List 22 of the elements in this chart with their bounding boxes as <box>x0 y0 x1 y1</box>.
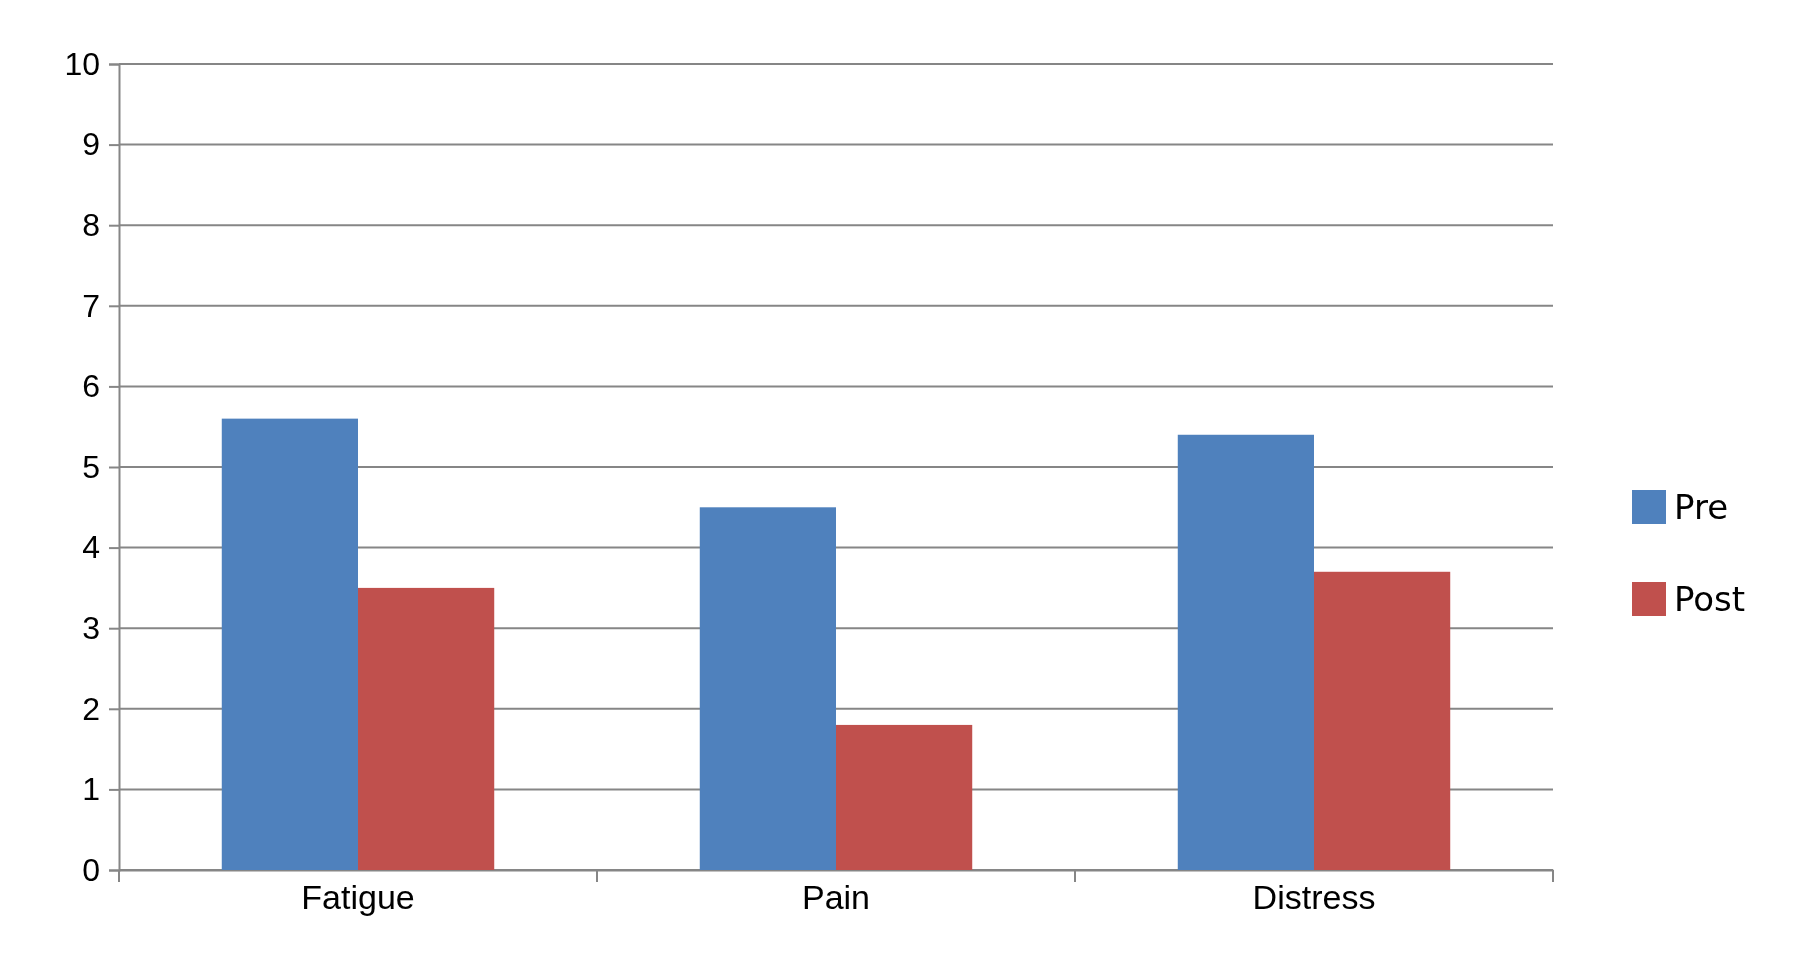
y-tick-label: 10 <box>64 45 100 82</box>
bar <box>699 507 836 870</box>
y-tick-label: 5 <box>82 448 100 485</box>
bar <box>358 587 495 870</box>
y-tick-label: 0 <box>82 851 100 888</box>
x-tick-label: Fatigue <box>301 878 415 916</box>
y-tick-label: 8 <box>82 206 100 243</box>
x-tick-label: Distress <box>1252 878 1376 916</box>
y-tick-label: 3 <box>82 609 100 646</box>
legend-label: Pre <box>1674 487 1729 527</box>
y-tick-label: 9 <box>82 126 100 163</box>
y-tick-label: 4 <box>82 529 100 566</box>
y-tick-label: 7 <box>82 287 100 324</box>
y-tick-label: 2 <box>82 690 100 727</box>
bar <box>221 418 358 870</box>
y-tick-label: 6 <box>82 368 100 405</box>
bar <box>836 724 973 870</box>
x-tick-label: Pain <box>801 878 871 916</box>
bar <box>1314 571 1451 870</box>
bar <box>1177 434 1314 870</box>
legend-label: Post <box>1674 579 1746 619</box>
y-tick-label: 1 <box>82 771 100 808</box>
